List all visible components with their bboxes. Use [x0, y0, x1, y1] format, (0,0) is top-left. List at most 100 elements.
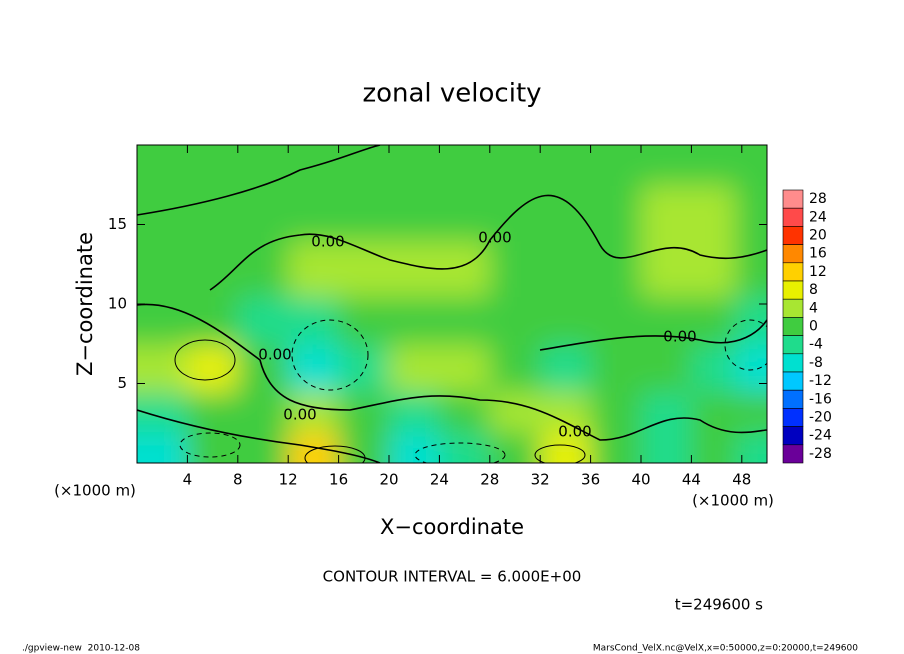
contour-label: 0.00 — [311, 233, 344, 251]
field-cell — [540, 391, 592, 433]
field-cell — [288, 391, 340, 433]
x-tick-label: 12 — [279, 471, 298, 489]
field-cell — [691, 343, 737, 393]
field-cell — [590, 296, 642, 345]
contour-line — [137, 145, 381, 216]
field-cell — [691, 240, 737, 298]
contour-line — [137, 303, 767, 441]
contour-line — [174, 339, 236, 381]
field-cell — [439, 184, 491, 242]
contour-label: 0.00 — [663, 328, 696, 346]
colorbar-box — [782, 262, 804, 282]
colorbar-box — [782, 426, 804, 446]
colorbar-label: 4 — [809, 300, 818, 316]
field-cell — [288, 184, 340, 242]
field-cell — [489, 391, 542, 433]
field-cell — [691, 296, 737, 345]
colorbar-label: 8 — [809, 282, 818, 298]
contour-line — [179, 432, 241, 458]
contour-label: 0.00 — [258, 346, 291, 364]
chart-title: zonal velocity — [362, 79, 541, 109]
field: 0.00 0.00 0.00 0.00 0.00 0.00 — [137, 145, 767, 463]
colorbar-box — [782, 353, 804, 373]
field-cell — [540, 145, 592, 186]
field-cell — [338, 343, 390, 393]
field-cell — [439, 431, 491, 463]
colorbar-box — [782, 371, 804, 391]
x-axis-title: X−coordinate — [380, 515, 524, 539]
field-cell — [187, 391, 239, 433]
field-cell — [641, 145, 693, 186]
field-cell — [735, 431, 767, 463]
colorbar-label: -12 — [809, 373, 832, 389]
field-cell — [288, 240, 340, 298]
field-cell — [439, 145, 491, 186]
field-cell — [641, 391, 693, 433]
colorbar-label: -28 — [809, 446, 832, 462]
field-cell — [137, 145, 189, 186]
field-cell — [187, 431, 239, 463]
x-tick-label: 16 — [329, 471, 348, 489]
field-cell — [237, 391, 290, 433]
field-cell — [187, 184, 239, 242]
field-cell — [489, 240, 542, 298]
field-cell — [489, 343, 542, 393]
colorbar-box — [782, 226, 804, 245]
x-tick-label: 40 — [631, 471, 650, 489]
field-cell — [540, 240, 592, 298]
field-cell — [288, 343, 340, 393]
colorbar-box — [782, 389, 804, 409]
contour-label: 0.00 — [478, 229, 511, 247]
colorbar-box — [782, 244, 804, 264]
field-cell — [338, 391, 390, 433]
zero-contours — [137, 145, 767, 463]
field-cell — [489, 184, 542, 242]
field-cell — [691, 184, 737, 242]
axes: 4 8 12 16 20 24 28 32 36 40 44 48510152824201612840… — [108, 145, 832, 489]
colorbar-label: 24 — [809, 209, 827, 225]
colorbar-label: 0 — [809, 319, 818, 335]
x-tick-label: 20 — [379, 471, 398, 489]
field-cell — [389, 145, 441, 186]
field-cell — [237, 296, 290, 345]
colorbar-box — [782, 207, 804, 227]
field-cell — [237, 184, 290, 242]
y-tick-label: 15 — [108, 215, 127, 233]
colorbar-label: -24 — [809, 428, 832, 444]
contour-line — [209, 194, 767, 291]
contour-label: 0.00 — [283, 406, 316, 424]
field-cell — [187, 145, 239, 186]
field-cell — [439, 296, 491, 345]
field-cell — [735, 240, 767, 298]
field-cell — [641, 431, 693, 463]
field-cell — [691, 391, 737, 433]
x-tick-label: 48 — [732, 471, 751, 489]
time-label: t=249600 s — [675, 596, 763, 614]
field-cell — [641, 184, 693, 242]
y-axis-title: Z−coordinate — [73, 232, 97, 376]
field-cell — [590, 240, 642, 298]
contour-line — [291, 319, 369, 391]
field-cell — [691, 145, 737, 186]
field-cell — [288, 145, 340, 186]
x-tick-label: 24 — [430, 471, 449, 489]
colorbar-label: 28 — [809, 191, 827, 207]
field-cell — [187, 296, 239, 345]
footer-right: MarsCond_VelX.nc@VelX,x=0:50000,z=0:2000… — [593, 644, 858, 654]
field-cell — [187, 343, 239, 393]
field-cell — [540, 343, 592, 393]
field-cell — [338, 240, 390, 298]
colorbar-label: -20 — [809, 410, 832, 426]
contour-line — [137, 409, 381, 463]
contour-line — [414, 442, 506, 463]
field-cell — [338, 145, 390, 186]
field-cell — [439, 343, 491, 393]
field-cell — [137, 343, 189, 393]
y-tick-label: 5 — [117, 374, 127, 392]
colorbar-box — [782, 317, 804, 336]
field-cell — [489, 431, 542, 463]
colorbar-label: -16 — [809, 391, 832, 407]
colorbar-label: -8 — [809, 355, 823, 371]
